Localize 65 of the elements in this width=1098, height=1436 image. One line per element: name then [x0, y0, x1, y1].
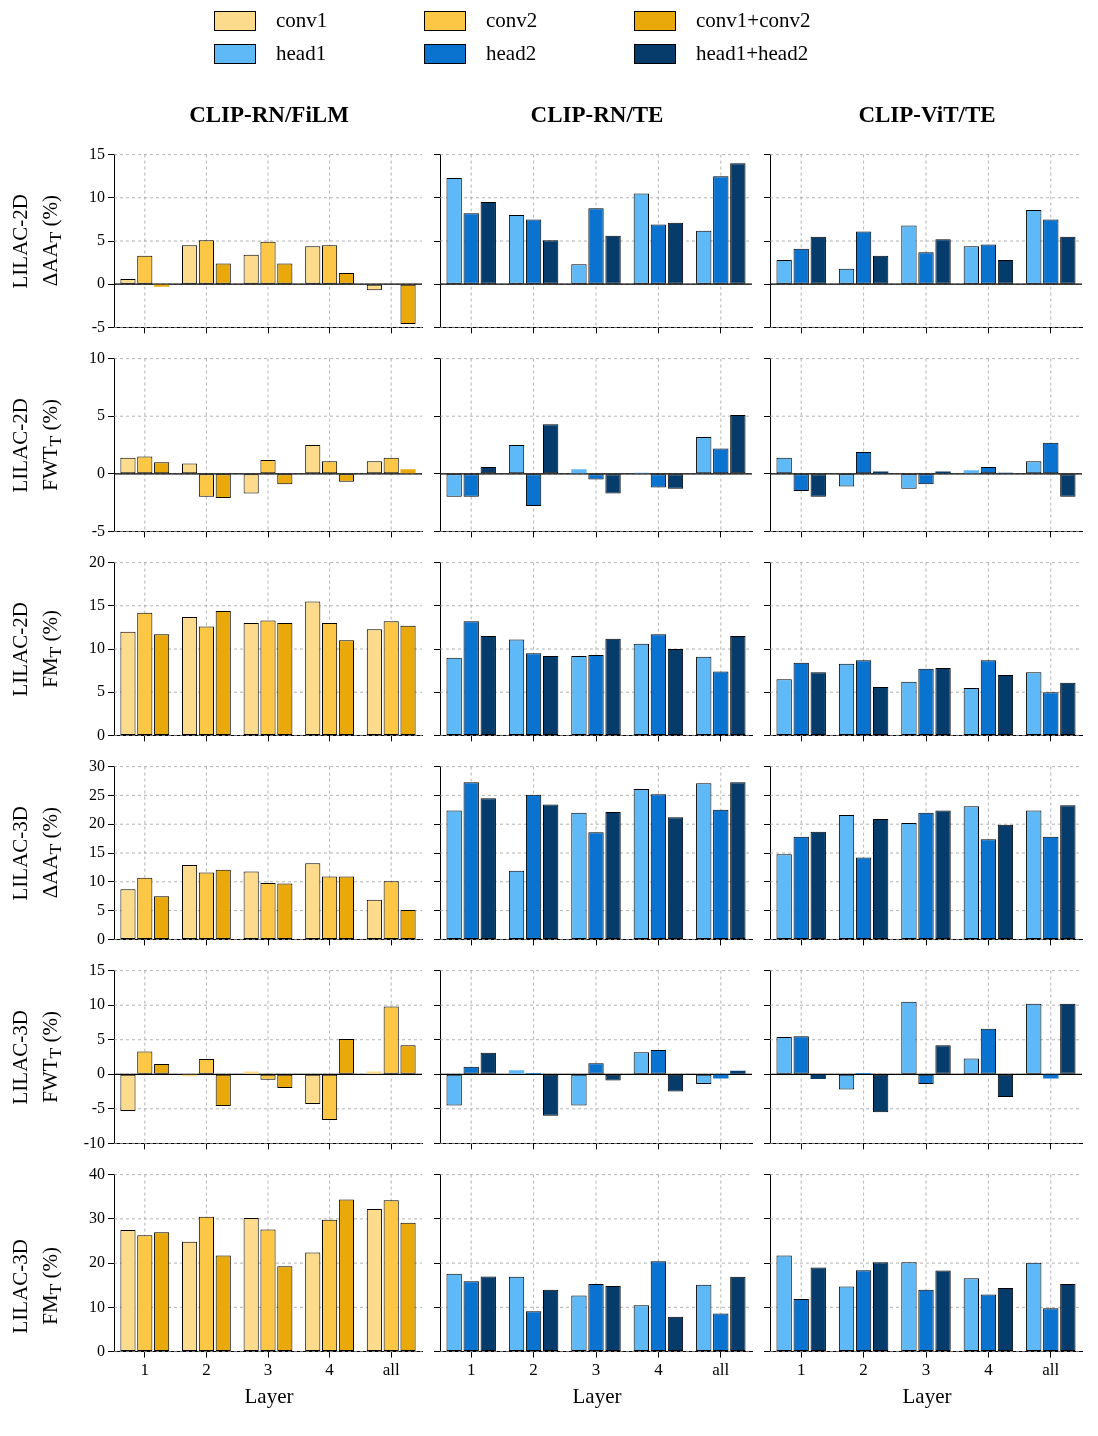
text: LILAC-3D — [8, 1009, 33, 1105]
x-tick-label: 4 — [325, 1360, 335, 1380]
y-tick-label: -5 — [91, 1099, 105, 1117]
x-tick-label: 2 — [859, 1360, 868, 1380]
y-tick-label: 10 — [89, 639, 105, 657]
x-tick-label: 3 — [263, 1360, 273, 1380]
y-tick-label: 5 — [97, 900, 105, 918]
legend-label: conv1 — [276, 8, 328, 33]
y-tick-label: -5 — [91, 521, 105, 539]
x-tick-label: all — [1042, 1360, 1060, 1380]
y-tick-label: 0 — [97, 1341, 105, 1359]
y-tick-label: 10 — [89, 995, 105, 1013]
y-tick-label: 40 — [89, 1164, 105, 1182]
x-tick-label: 1 — [796, 1360, 806, 1380]
y-tick-label: 0 — [97, 725, 105, 743]
y-tick-label: 5 — [97, 231, 105, 249]
y-tick-label: 10 — [89, 188, 105, 205]
y-tick-label: 25 — [89, 785, 105, 803]
legend-label: head1+head2 — [696, 41, 809, 66]
x-tick-label: 1 — [466, 1360, 476, 1380]
x-axis-title: Layer — [571, 1384, 623, 1409]
text: LILAC-2D — [8, 601, 33, 697]
y-tick-label: -10 — [83, 1133, 105, 1151]
legend-label: head2 — [486, 41, 537, 66]
chart-title: CLIP-RN/TE — [529, 102, 665, 129]
y-tick-label: 10 — [89, 1297, 105, 1315]
y-tick-label: 15 — [89, 144, 105, 162]
y-tick-label: -5 — [91, 317, 105, 335]
legend-label: conv1+conv2 — [696, 8, 811, 33]
x-tick-label: 3 — [921, 1360, 931, 1380]
x-tick-label: all — [712, 1360, 730, 1380]
y-tick-label: 15 — [89, 596, 105, 613]
x-axis-title: Layer — [901, 1384, 953, 1409]
y-tick-label: 30 — [89, 1209, 105, 1227]
x-axis-title: Layer — [243, 1384, 295, 1409]
y-tick-label: 20 — [89, 1253, 105, 1271]
y-tick-label: 10 — [89, 348, 105, 366]
x-tick-label: 4 — [984, 1360, 994, 1380]
y-tick-label: 20 — [89, 552, 105, 570]
y-tick-label: 0 — [97, 1064, 105, 1082]
text: LILAC-2D — [8, 397, 33, 493]
y-tick-label: 5 — [97, 682, 105, 700]
y-tick-label: 5 — [97, 406, 105, 424]
x-tick-label: 3 — [591, 1360, 601, 1380]
text: LILAC-2D — [8, 193, 33, 289]
y-tick-label: 0 — [97, 464, 105, 481]
chart-title: CLIP-RN/FiLM — [188, 102, 350, 129]
y-tick-label: 5 — [97, 1029, 105, 1047]
x-tick-label: 1 — [140, 1360, 150, 1380]
y-tick-label: 15 — [89, 843, 105, 861]
x-tick-label: 4 — [654, 1360, 664, 1380]
y-tick-label: 10 — [89, 872, 105, 889]
text: LILAC-3D — [8, 1238, 33, 1334]
x-tick-label: all — [382, 1360, 400, 1380]
y-tick-label: 30 — [89, 756, 105, 774]
text: LILAC-3D — [8, 805, 33, 901]
y-tick-label: 0 — [97, 274, 105, 292]
x-tick-label: 2 — [202, 1360, 211, 1380]
legend-label: conv2 — [486, 8, 538, 33]
chart-title: CLIP-ViT/TE — [857, 102, 997, 129]
y-tick-label: 20 — [89, 814, 105, 832]
x-tick-label: 2 — [529, 1360, 538, 1380]
y-tick-label: 0 — [97, 929, 105, 947]
legend-label: head1 — [276, 41, 327, 66]
y-tick-label: 15 — [89, 960, 105, 978]
